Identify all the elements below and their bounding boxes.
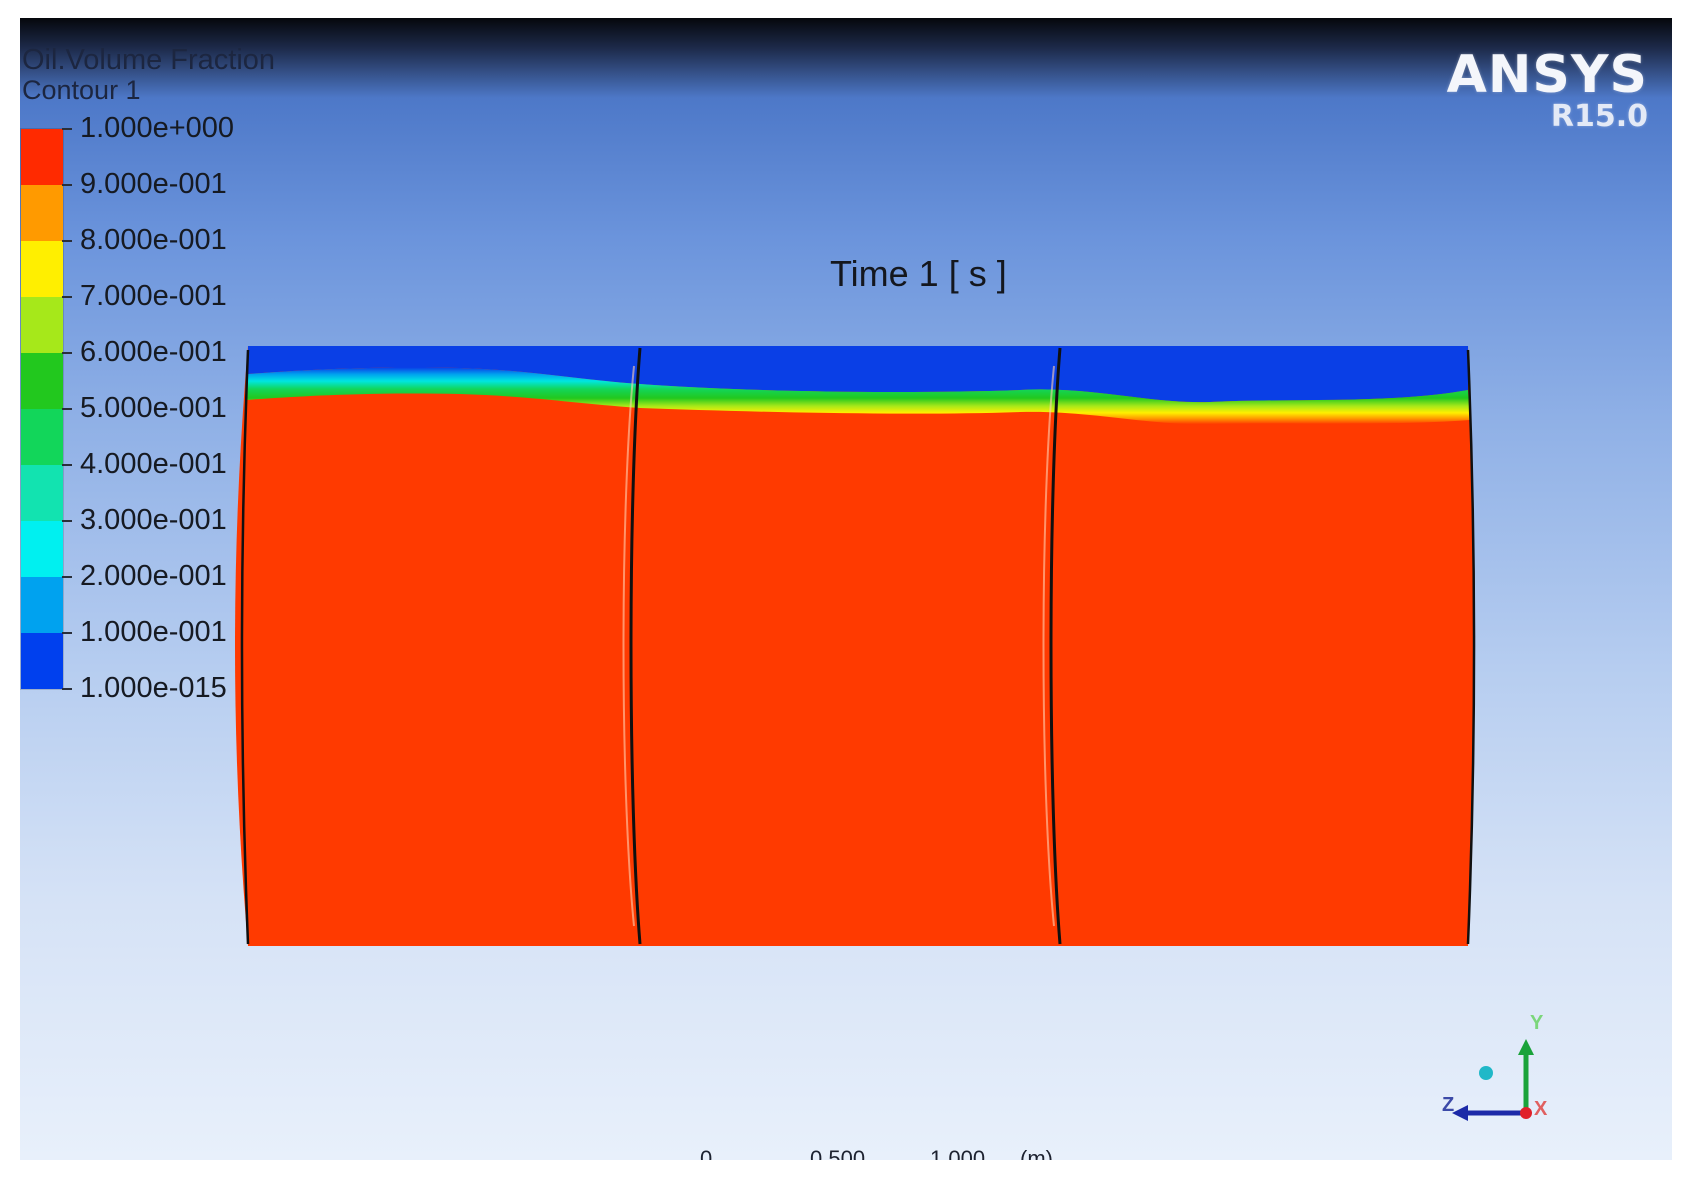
axis-z-label: Z — [1442, 1094, 1455, 1116]
axis-x-label: X — [1534, 1098, 1548, 1120]
logo-brand: ANSYS — [1446, 45, 1648, 105]
axis-y-label: Y — [1530, 1012, 1544, 1034]
legend-label: 2.000e-001 — [80, 560, 227, 592]
scale-unit: (m) — [1020, 1146, 1053, 1160]
legend-tick — [62, 352, 72, 354]
baffle-edge — [622, 365, 635, 927]
color-band — [21, 409, 63, 465]
color-legend-bar — [20, 128, 64, 690]
graphics-viewport[interactable]: Oil.Volume Fraction Contour 1 1.000e+000… — [20, 18, 1672, 1160]
legend-label: 1.000e-001 — [80, 616, 227, 648]
legend-tick — [62, 240, 72, 242]
axis-triad-icon — [1452, 1039, 1534, 1121]
color-band — [21, 241, 63, 297]
color-band — [21, 185, 63, 241]
legend-label: 1.000e+000 — [80, 112, 235, 144]
legend-tick — [62, 184, 72, 186]
baffle-line — [629, 347, 642, 945]
color-band — [21, 577, 63, 633]
legend-subtitle: Contour 1 — [22, 75, 141, 105]
legend-label: 6.000e-001 — [80, 336, 227, 368]
color-band — [21, 297, 63, 353]
color-band — [21, 521, 63, 577]
baffle-line — [1466, 349, 1476, 945]
legend-label: 5.000e-001 — [80, 392, 227, 424]
color-band — [21, 129, 63, 185]
axis-triad[interactable]: Y Z X — [1440, 1013, 1560, 1133]
color-band — [21, 633, 63, 689]
air-phase-region — [248, 346, 1468, 403]
legend-label: 7.000e-001 — [80, 280, 227, 312]
legend-title: Oil.Volume Fraction — [22, 44, 276, 76]
legend-label: 9.000e-001 — [80, 168, 227, 200]
time-label: Time 1 [ s ] — [830, 253, 1007, 294]
legend-label: 1.000e-015 — [80, 672, 227, 704]
legend-tick — [62, 464, 72, 466]
legend-tick — [62, 408, 72, 410]
color-band — [21, 465, 63, 521]
legend-label: 4.000e-001 — [80, 448, 227, 480]
tank-contour[interactable] — [210, 346, 1510, 946]
scale-tick-label: 0.500 — [810, 1146, 866, 1160]
legend-tick — [62, 632, 72, 634]
legend-tick — [62, 688, 72, 690]
scale-tick-label: 1.000 — [930, 1146, 986, 1160]
legend-label: 8.000e-001 — [80, 224, 227, 256]
legend-label: 3.000e-001 — [80, 504, 227, 536]
legend-tick — [62, 520, 72, 522]
logo-version: R15.0 — [1550, 99, 1648, 134]
baffle-edge — [1042, 365, 1055, 927]
legend-tick — [62, 296, 72, 298]
color-band — [21, 353, 63, 409]
baffle-line — [1049, 347, 1062, 945]
ansys-logo: ANSYS R15.0 — [1447, 48, 1648, 132]
oil-phase-region — [235, 346, 1475, 946]
scale-ruler: 0 0.500 1.000 (m) — [700, 1146, 1080, 1160]
interface-band — [246, 367, 1470, 425]
baffle-line — [240, 349, 250, 945]
legend-tick — [62, 576, 72, 578]
legend-tick — [62, 128, 72, 130]
scale-tick-label: 0 — [700, 1146, 713, 1160]
